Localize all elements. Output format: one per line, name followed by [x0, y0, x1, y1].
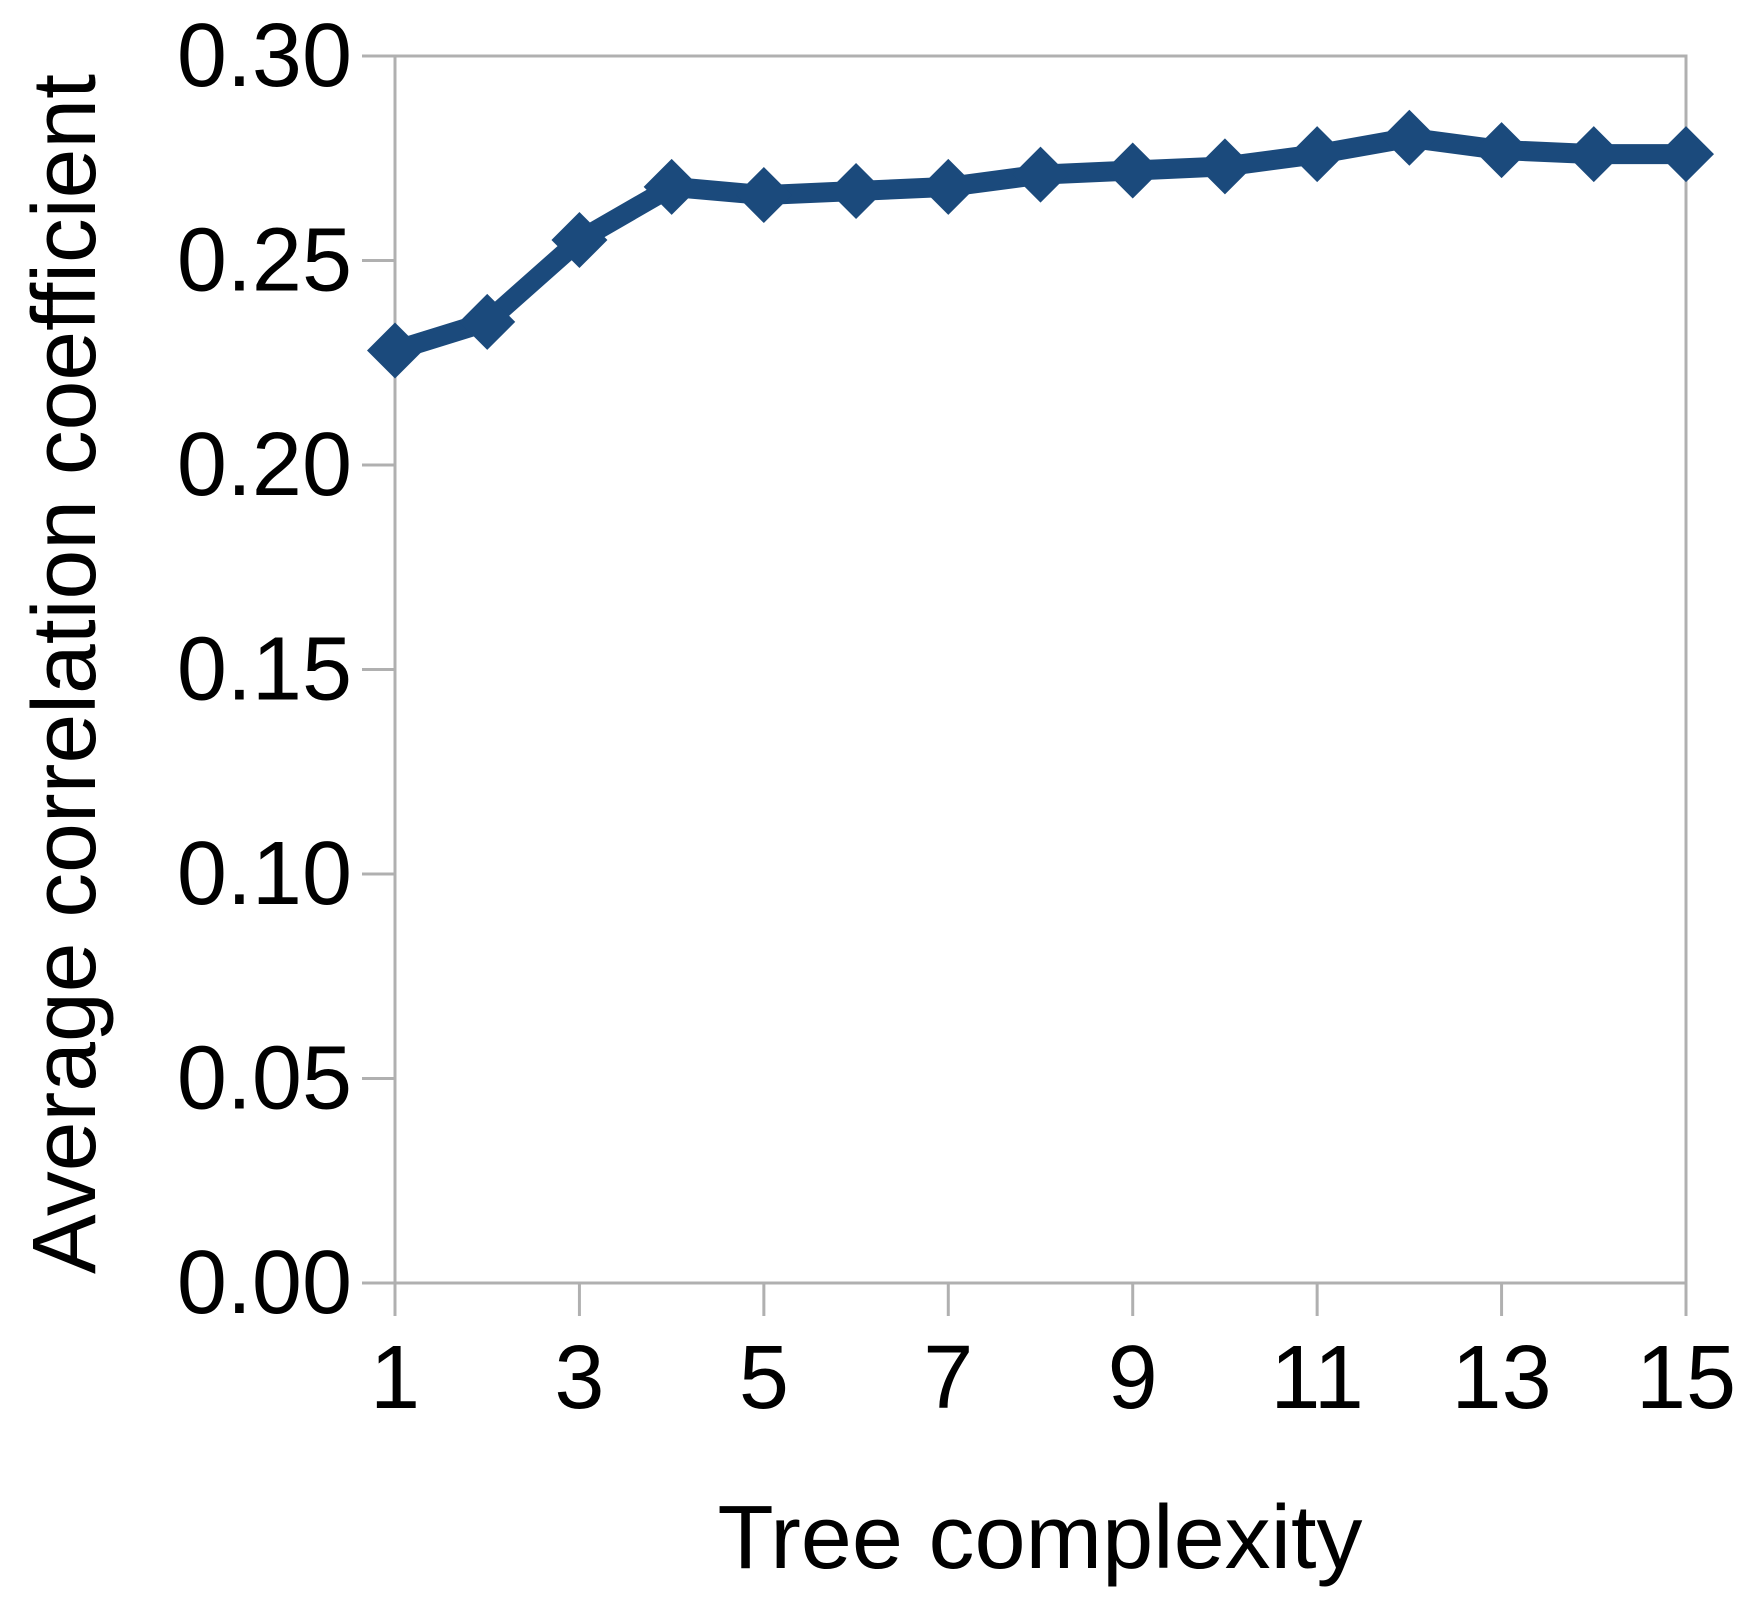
y-axis-title: Average correlation coefficient — [15, 74, 115, 1274]
data-point-marker — [1289, 126, 1346, 183]
data-point-marker — [643, 158, 700, 215]
data-point-marker — [1473, 122, 1530, 179]
data-point-marker — [1196, 138, 1253, 195]
y-axis: 0.00 0.05 0.10 0.15 0.20 0.25 0.30 — [177, 6, 395, 1333]
x-tick-label: 13 — [1452, 1328, 1552, 1428]
x-tick-label: 1 — [370, 1328, 420, 1428]
data-point-marker — [1658, 126, 1714, 183]
x-tick-label: 7 — [923, 1328, 973, 1428]
data-series — [367, 109, 1714, 379]
y-tick-label: 0.05 — [177, 1029, 352, 1129]
data-point-marker — [459, 293, 516, 350]
data-point-marker — [735, 167, 792, 224]
y-tick-label: 0.30 — [177, 6, 352, 106]
x-axis-title: Tree complexity — [718, 1488, 1363, 1588]
y-tick-label: 0.00 — [177, 1233, 352, 1333]
data-point-marker — [828, 162, 885, 219]
data-point-marker — [367, 322, 423, 379]
x-axis: 1 3 5 7 9 11 13 15 — [370, 1283, 1736, 1428]
data-point-marker — [920, 158, 977, 215]
data-point-marker — [1565, 126, 1622, 183]
y-tick-label: 0.25 — [177, 211, 352, 311]
x-tick-label: 9 — [1108, 1328, 1158, 1428]
x-tick-label: 11 — [1270, 1328, 1363, 1428]
data-point-marker — [1381, 109, 1438, 166]
x-tick-label: 5 — [739, 1328, 789, 1428]
data-point-marker — [551, 212, 608, 269]
x-tick-label: 3 — [554, 1328, 604, 1428]
x-tick-label: 15 — [1636, 1328, 1736, 1428]
data-point-marker — [1104, 142, 1161, 199]
data-point-marker — [1012, 146, 1069, 203]
y-tick-label: 0.15 — [177, 620, 352, 720]
y-tick-label: 0.20 — [177, 415, 352, 515]
y-tick-label: 0.10 — [177, 824, 352, 924]
